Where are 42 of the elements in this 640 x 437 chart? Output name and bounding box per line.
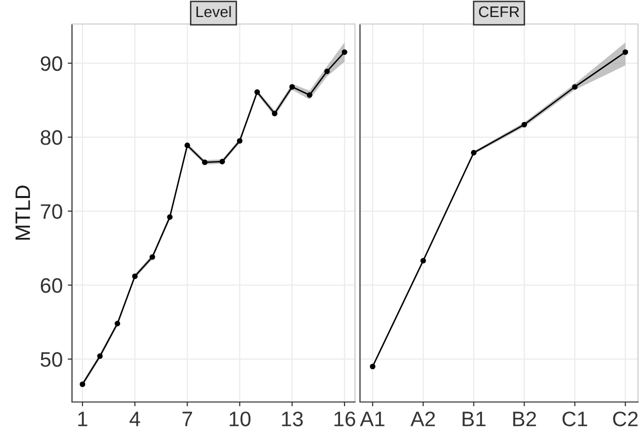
y-tick-label: 50	[40, 352, 62, 367]
x-tick-label: A2	[410, 412, 435, 426]
point	[167, 214, 173, 220]
point	[184, 142, 190, 148]
point	[470, 150, 477, 156]
point	[370, 364, 376, 370]
x-tick-label: C2	[613, 412, 638, 426]
point	[236, 138, 242, 144]
x-tick-label: C1	[562, 412, 588, 426]
point	[150, 254, 156, 260]
point	[219, 158, 226, 164]
x-tick-label: 16	[334, 412, 356, 426]
point	[254, 89, 260, 95]
point	[622, 49, 628, 55]
y-tick-label: 90	[40, 56, 62, 71]
point	[202, 160, 208, 166]
point	[306, 92, 312, 98]
point	[521, 122, 528, 128]
x-tick-label: B1	[462, 412, 486, 426]
point	[132, 273, 138, 280]
x-tick-label: 13	[282, 412, 303, 426]
point	[272, 110, 278, 116]
x-tick-label: B2	[513, 412, 536, 426]
y-tick-label: 60	[40, 278, 62, 293]
y-axis-title: MTLD	[16, 186, 30, 240]
point	[572, 84, 578, 90]
y-tick-label: 80	[40, 130, 62, 145]
point	[324, 68, 330, 74]
x-tick-label: 7	[182, 412, 192, 426]
y-tick-label: 70	[40, 204, 62, 219]
point	[80, 381, 86, 388]
chart-title: CEFR	[478, 6, 520, 18]
x-tick-label: A1	[360, 412, 384, 426]
x-tick-label: 1	[78, 412, 88, 426]
point	[289, 84, 295, 90]
point	[420, 258, 426, 264]
x-tick-label: 4	[130, 412, 140, 426]
point	[342, 49, 348, 55]
point	[114, 320, 120, 326]
chart-title: Level	[196, 6, 231, 18]
point	[97, 353, 103, 359]
x-tick-label: 10	[230, 412, 250, 426]
